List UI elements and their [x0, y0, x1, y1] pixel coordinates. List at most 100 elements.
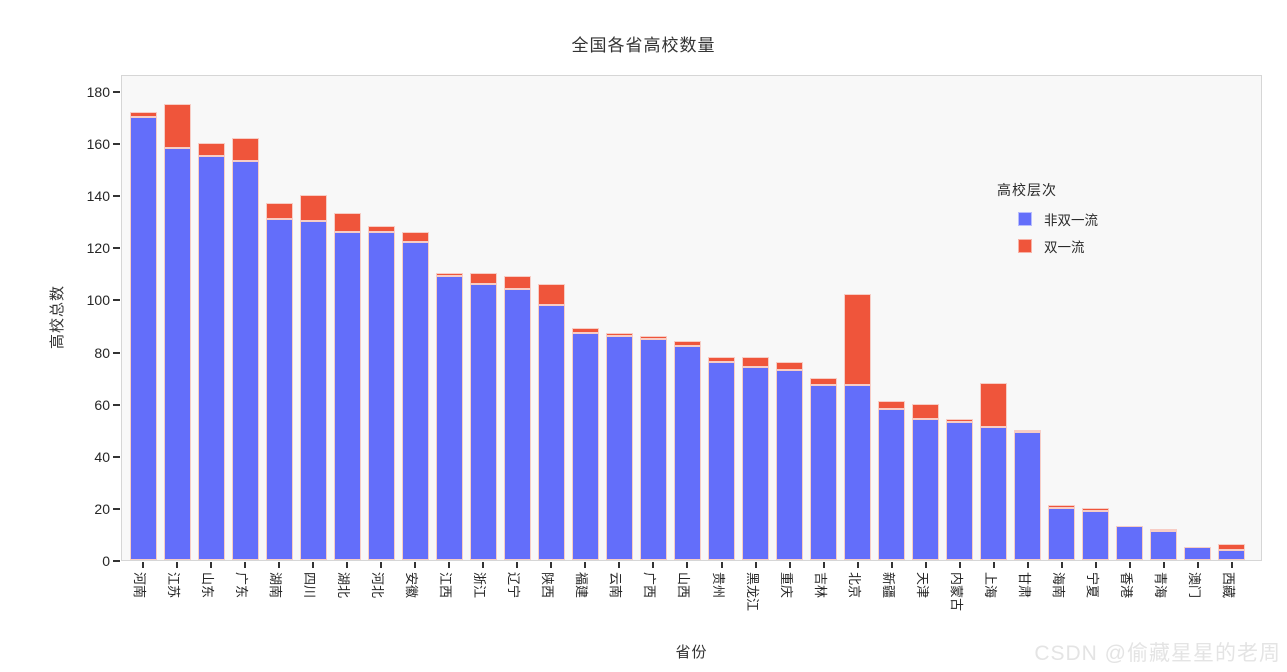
bar-segment-双一流[interactable]: [129, 111, 157, 117]
bar-segment-非双一流[interactable]: [639, 338, 667, 560]
bar-吉林[interactable]: [810, 377, 838, 560]
bar-四川[interactable]: [299, 195, 327, 560]
x-tick-label: 四川: [302, 572, 318, 599]
bar-segment-双一流[interactable]: [503, 275, 531, 289]
bar-segment-双一流[interactable]: [537, 283, 565, 305]
bar-segment-双一流[interactable]: [844, 294, 872, 386]
bar-安徽[interactable]: [401, 231, 429, 560]
bar-澳门[interactable]: [1184, 546, 1212, 560]
bar-segment-非双一流[interactable]: [503, 288, 531, 560]
bar-内蒙古[interactable]: [946, 419, 974, 560]
bar-天津[interactable]: [912, 403, 940, 560]
bar-湖南[interactable]: [265, 203, 293, 560]
bar-segment-非双一流[interactable]: [1116, 526, 1144, 560]
bar-segment-非双一流[interactable]: [1218, 549, 1246, 560]
bar-黑龙江[interactable]: [742, 356, 770, 560]
bar-segment-双一流[interactable]: [469, 273, 497, 284]
bar-segment-非双一流[interactable]: [129, 116, 157, 560]
bar-segment-双一流[interactable]: [742, 356, 770, 368]
bar-上海[interactable]: [980, 382, 1008, 560]
legend-item-first-class[interactable]: 双一流: [1018, 236, 1098, 256]
bar-segment-双一流[interactable]: [1150, 528, 1178, 532]
bar-segment-双一流[interactable]: [1218, 544, 1246, 550]
bar-广东[interactable]: [231, 137, 259, 560]
bar-西藏[interactable]: [1218, 544, 1246, 560]
bar-segment-非双一流[interactable]: [265, 218, 293, 560]
bar-segment-非双一流[interactable]: [776, 369, 804, 560]
bar-segment-双一流[interactable]: [299, 195, 327, 222]
bar-segment-双一流[interactable]: [912, 403, 940, 420]
bar-segment-非双一流[interactable]: [231, 161, 259, 560]
bar-甘肃[interactable]: [1014, 429, 1042, 560]
bar-云南[interactable]: [605, 333, 633, 560]
bar-segment-非双一流[interactable]: [708, 361, 735, 560]
bar-segment-非双一流[interactable]: [742, 367, 770, 560]
bar-segment-双一流[interactable]: [1082, 507, 1110, 511]
bar-北京[interactable]: [844, 294, 872, 560]
bar-segment-非双一流[interactable]: [605, 335, 633, 560]
bar-segment-双一流[interactable]: [571, 328, 599, 334]
bar-重庆[interactable]: [776, 361, 804, 560]
bar-segment-非双一流[interactable]: [878, 408, 906, 560]
bar-segment-非双一流[interactable]: [299, 221, 327, 560]
bar-新疆[interactable]: [878, 401, 906, 560]
bar-贵州[interactable]: [708, 356, 735, 560]
bar-segment-双一流[interactable]: [1048, 505, 1076, 508]
bar-辽宁[interactable]: [503, 275, 531, 560]
legend-item-non-first-class[interactable]: 非双一流: [1018, 209, 1098, 229]
bar-segment-非双一流[interactable]: [571, 333, 599, 560]
bar-segment-非双一流[interactable]: [435, 275, 463, 560]
bar-segment-非双一流[interactable]: [1184, 546, 1212, 560]
bar-segment-双一流[interactable]: [1014, 429, 1042, 433]
bar-陕西[interactable]: [537, 283, 565, 560]
bar-segment-非双一流[interactable]: [1150, 531, 1178, 560]
bar-segment-非双一流[interactable]: [810, 385, 838, 560]
bar-山西[interactable]: [673, 341, 701, 560]
bar-segment-非双一流[interactable]: [333, 231, 361, 560]
bar-segment-非双一流[interactable]: [844, 385, 872, 560]
bar-segment-双一流[interactable]: [605, 333, 633, 336]
bar-青海[interactable]: [1150, 528, 1178, 560]
bar-segment-非双一流[interactable]: [401, 242, 429, 560]
bar-segment-双一流[interactable]: [367, 226, 395, 232]
bar-广西[interactable]: [639, 335, 667, 560]
bar-segment-非双一流[interactable]: [1082, 510, 1110, 560]
bar-湖北[interactable]: [333, 213, 361, 560]
bar-山东[interactable]: [197, 143, 225, 560]
bar-海南[interactable]: [1048, 505, 1076, 560]
bar-segment-非双一流[interactable]: [912, 419, 940, 560]
bar-江苏[interactable]: [163, 103, 191, 560]
bar-segment-双一流[interactable]: [878, 401, 906, 409]
bar-segment-非双一流[interactable]: [1014, 432, 1042, 560]
bar-segment-双一流[interactable]: [333, 213, 361, 232]
bar-福建[interactable]: [571, 328, 599, 560]
bar-segment-非双一流[interactable]: [980, 427, 1008, 560]
bar-segment-非双一流[interactable]: [1048, 507, 1076, 560]
bar-segment-非双一流[interactable]: [469, 283, 497, 560]
bar-香港[interactable]: [1116, 526, 1144, 560]
bar-河南[interactable]: [129, 111, 157, 560]
bar-宁夏[interactable]: [1082, 507, 1110, 560]
bar-segment-双一流[interactable]: [673, 341, 701, 347]
bar-河北[interactable]: [367, 226, 395, 560]
bar-segment-非双一流[interactable]: [946, 421, 974, 560]
bar-segment-非双一流[interactable]: [197, 156, 225, 560]
bar-segment-双一流[interactable]: [946, 419, 974, 422]
bar-segment-非双一流[interactable]: [163, 148, 191, 560]
bar-segment-双一流[interactable]: [231, 137, 259, 162]
bar-segment-非双一流[interactable]: [367, 231, 395, 560]
bar-segment-双一流[interactable]: [401, 231, 429, 243]
bar-浙江[interactable]: [469, 273, 497, 560]
bar-江西[interactable]: [435, 273, 463, 560]
bar-segment-双一流[interactable]: [265, 203, 293, 219]
bar-segment-双一流[interactable]: [980, 382, 1008, 428]
bar-segment-非双一流[interactable]: [673, 346, 701, 560]
bar-segment-双一流[interactable]: [197, 143, 225, 157]
bar-segment-双一流[interactable]: [435, 273, 463, 276]
bar-segment-双一流[interactable]: [810, 377, 838, 386]
bar-segment-双一流[interactable]: [776, 361, 804, 370]
bar-segment-双一流[interactable]: [708, 356, 735, 362]
bar-segment-双一流[interactable]: [163, 103, 191, 149]
bar-segment-非双一流[interactable]: [537, 304, 565, 560]
bar-segment-双一流[interactable]: [639, 335, 667, 339]
